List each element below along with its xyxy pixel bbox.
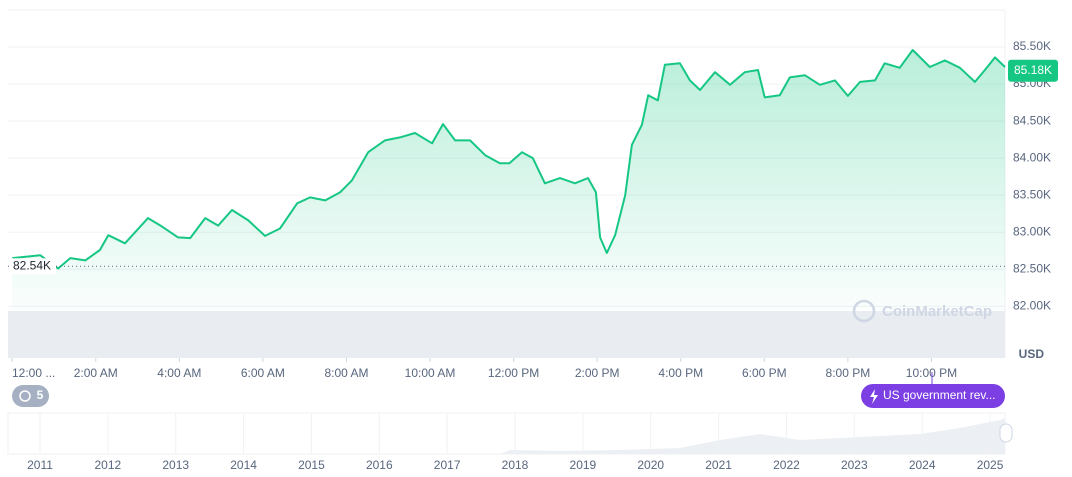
navigator-year: 2022 [773, 458, 800, 472]
x-tick-label: 12:00 PM [488, 366, 539, 380]
x-tick-label: 2:00 AM [74, 366, 118, 380]
events-badge[interactable]: 5 [12, 385, 49, 407]
y-tick-label: 85.50K [1013, 39, 1051, 53]
reference-label: 82.54K [13, 258, 51, 272]
navigator-year: 2017 [434, 458, 461, 472]
y-tick-label: 83.00K [1013, 224, 1051, 238]
x-tick-label: 4:00 AM [157, 366, 201, 380]
x-tick-label: 6:00 AM [241, 366, 285, 380]
reference-label-bg [10, 258, 56, 275]
navigator-year: 2021 [705, 458, 732, 472]
x-tick-label: 8:00 AM [324, 366, 368, 380]
x-tick-label: 12:00 ... [12, 366, 55, 380]
x-tick-label: 6:00 PM [742, 366, 787, 380]
navigator-year: 2013 [162, 458, 189, 472]
area-fill [12, 50, 1006, 310]
navigator-year: 2023 [841, 458, 868, 472]
current-price-label: 85.18K [1014, 63, 1052, 77]
navigator-year: 2018 [502, 458, 529, 472]
navigator-year: 2012 [95, 458, 122, 472]
navigator-year: 2011 [27, 458, 53, 472]
watermark-text: CoinMarketCap [882, 303, 992, 320]
navigator-year: 2020 [637, 458, 664, 472]
x-tick-label: 10:00 AM [405, 366, 456, 380]
event-annotation[interactable]: US government rev... [861, 372, 1005, 408]
y-unit: USD [1019, 347, 1045, 361]
y-tick-label: 82.50K [1013, 261, 1051, 275]
event-label: US government rev... [883, 388, 996, 402]
watermark: CoinMarketCap [852, 299, 992, 323]
x-tick-label: 8:00 PM [826, 366, 871, 380]
navigator-year: 2025 [977, 458, 1004, 472]
navigator[interactable] [7, 412, 1013, 455]
y-tick-label: 84.50K [1013, 113, 1051, 127]
navigator-year: 2014 [230, 458, 257, 472]
navigator-year: 2024 [909, 458, 936, 472]
y-tick-label: 82.00K [1013, 298, 1051, 312]
y-tick-label: 84.00K [1013, 150, 1051, 164]
x-tick-label: 2:00 PM [575, 366, 620, 380]
x-tick-label: 10:00 PM [906, 366, 957, 380]
y-tick-label: 83.50K [1013, 187, 1051, 201]
current-price-tag [1008, 59, 1058, 82]
navigator-year: 2016 [366, 458, 393, 472]
navigator-year: 2019 [570, 458, 597, 472]
events-count: 5 [37, 388, 44, 402]
price-line [12, 49, 1006, 270]
volume-area [8, 311, 1005, 358]
navigator-year: 2015 [298, 458, 325, 472]
x-tick-label: 4:00 PM [658, 366, 703, 380]
